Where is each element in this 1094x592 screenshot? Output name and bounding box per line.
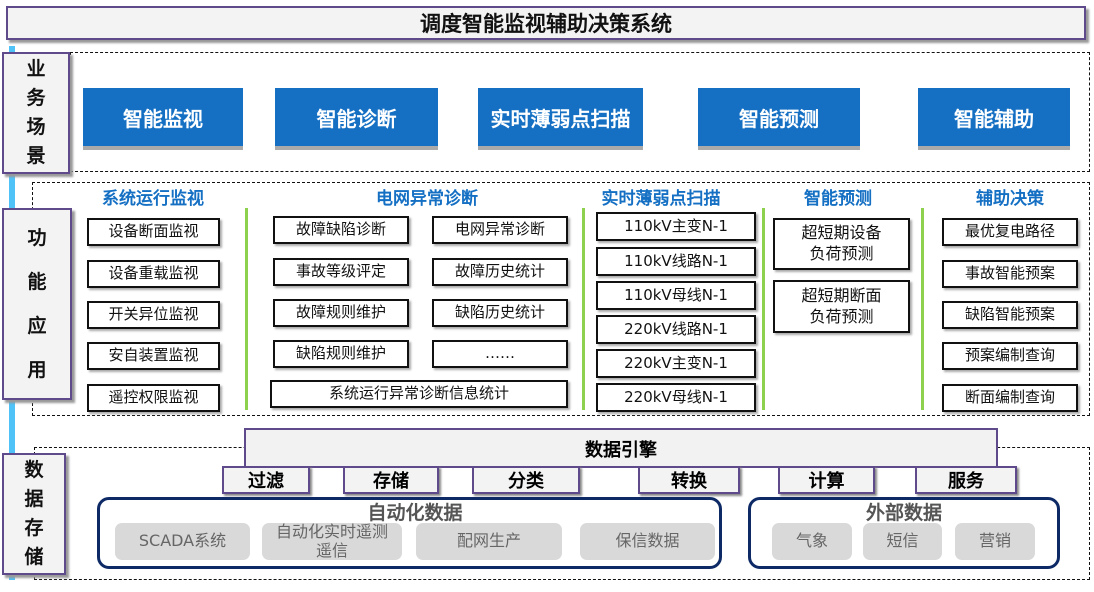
layer-label-data-text: 数据存储 [24, 459, 44, 568]
function-item[interactable]: 开关异位监视 [87, 301, 220, 329]
function-item[interactable]: 遥控权限监视 [87, 384, 220, 412]
function-item[interactable]: 220kV线路N-1 [596, 315, 756, 344]
business-intelligent-forecast[interactable]: 智能预测 [698, 88, 860, 146]
business-intelligent-diagnosis[interactable]: 智能诊断 [275, 88, 438, 146]
layer-label-business: 业务场景 [2, 52, 70, 174]
function-item[interactable]: 110kV线路N-1 [596, 247, 756, 276]
function-item[interactable]: 故障规则维护 [273, 299, 409, 327]
layer-label-data: 数据存储 [2, 453, 66, 575]
column-divider [762, 208, 765, 410]
layer-label-function-text: 功能应用 [27, 227, 47, 381]
function-item[interactable]: 缺陷历史统计 [432, 299, 568, 327]
external-data-group [748, 497, 1060, 569]
data-source-weather: 气象 [772, 523, 852, 560]
function-item[interactable]: 超短期设备负荷预测 [773, 218, 910, 270]
function-item[interactable]: 超短期断面负荷预测 [773, 280, 910, 333]
engine-op-store[interactable]: 存储 [343, 466, 439, 494]
column-divider [582, 208, 585, 410]
column-divider [245, 208, 248, 410]
function-item[interactable]: 故障历史统计 [432, 258, 568, 286]
system-title: 调度智能监视辅助决策系统 [6, 6, 1086, 40]
function-item[interactable]: 电网异常诊断 [432, 216, 568, 244]
engine-op-convert[interactable]: 转换 [638, 466, 740, 494]
data-engine: 数据引擎 [244, 428, 998, 468]
column-header: 实时薄弱点扫描 [601, 189, 721, 209]
function-item[interactable]: 系统运行异常诊断信息统计 [270, 380, 568, 408]
function-item[interactable]: 事故智能预案 [942, 260, 1078, 288]
data-source-sms: 短信 [863, 523, 942, 560]
function-item[interactable]: 设备重载监视 [87, 260, 220, 288]
business-intelligent-assist[interactable]: 智能辅助 [918, 88, 1070, 146]
business-weak-point-scan[interactable]: 实时薄弱点扫描 [478, 88, 643, 146]
engine-op-filter[interactable]: 过滤 [222, 466, 310, 494]
function-item[interactable]: 缺陷智能预案 [942, 301, 1078, 329]
function-item[interactable]: 断面编制查询 [942, 384, 1078, 412]
data-source-scada: SCADA系统 [115, 523, 250, 560]
data-source-marketing: 营销 [955, 523, 1035, 560]
function-item[interactable]: 220kV母线N-1 [596, 383, 756, 412]
function-item[interactable]: 事故等级评定 [273, 258, 409, 286]
automation-data-group [97, 497, 722, 569]
data-source-protection: 保信数据 [580, 523, 715, 560]
engine-op-compute[interactable]: 计算 [778, 466, 875, 494]
function-item[interactable]: 最优复电路径 [942, 218, 1078, 246]
column-header: 智能预测 [804, 189, 872, 209]
column-header: 系统运行监视 [102, 189, 204, 209]
function-item[interactable]: 设备断面监视 [87, 218, 220, 246]
column-divider [921, 208, 924, 410]
data-source-telemetry: 自动化实时遥测遥信 [262, 522, 402, 560]
data-source-distribution: 配网生产 [416, 523, 562, 560]
engine-op-service[interactable]: 服务 [915, 466, 1017, 494]
function-item[interactable]: 220kV主变N-1 [596, 349, 756, 378]
column-header: 辅助决策 [976, 189, 1044, 209]
function-item[interactable]: 缺陷规则维护 [273, 340, 409, 368]
function-item[interactable]: …… [432, 340, 568, 368]
business-region [70, 52, 1090, 172]
external-data-label: 外部数据 [865, 502, 943, 524]
column-header: 电网异常诊断 [376, 189, 478, 209]
engine-op-classify[interactable]: 分类 [472, 466, 580, 494]
function-item[interactable]: 故障缺陷诊断 [273, 216, 409, 244]
layer-label-business-text: 业务场景 [26, 58, 46, 167]
function-item[interactable]: 110kV母线N-1 [596, 281, 756, 310]
function-item[interactable]: 安自装置监视 [87, 342, 220, 370]
function-item[interactable]: 110kV主变N-1 [596, 212, 756, 241]
function-item[interactable]: 预案编制查询 [942, 342, 1078, 370]
automation-data-label: 自动化数据 [367, 502, 463, 524]
layer-label-function: 功能应用 [2, 208, 72, 400]
business-intelligent-monitoring[interactable]: 智能监视 [83, 88, 243, 146]
